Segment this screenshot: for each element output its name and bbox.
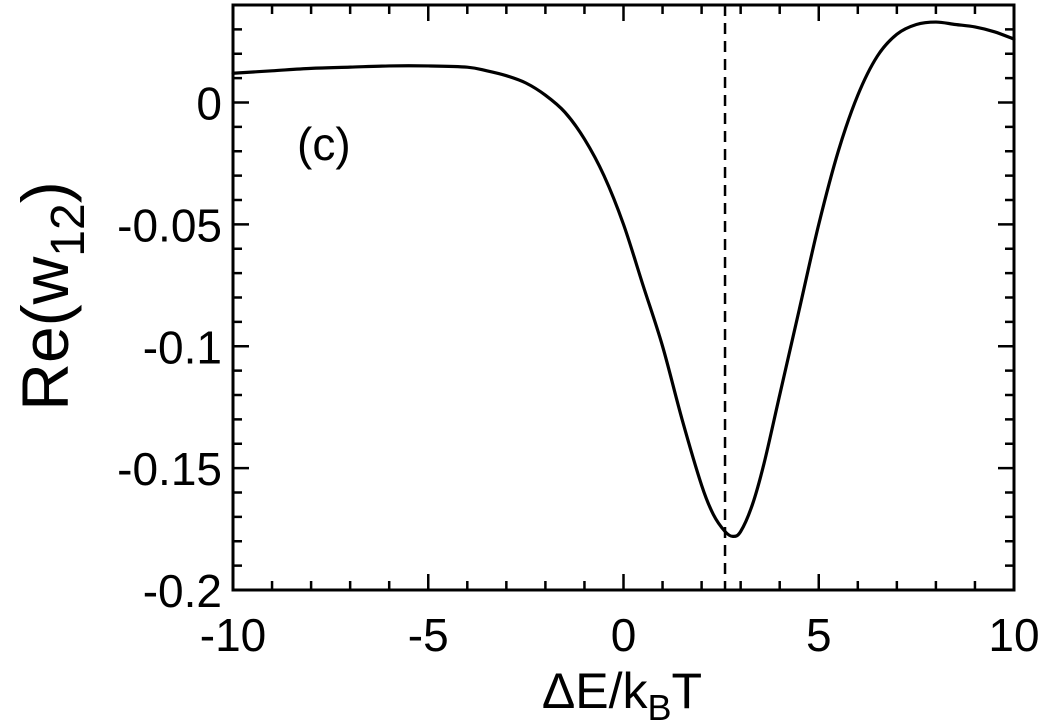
x-tick-label: -10: [200, 609, 266, 661]
plot-area: [231, 3, 1016, 592]
y-tick-label: 0: [196, 78, 222, 130]
x-axis-title: ΔE/kBT: [542, 663, 702, 722]
x-tick-label: 0: [611, 609, 637, 661]
x-axis-title-tail: T: [672, 663, 703, 719]
y-tick-label: -0.1: [143, 321, 222, 373]
series-line: [231, 20, 1016, 538]
y-axis-title-tail: ): [8, 181, 82, 203]
y-axis-title: Re(w12): [8, 181, 95, 410]
y-tick-label: -0.2: [143, 565, 222, 617]
panel-label: (c): [297, 118, 351, 170]
y-axis-tick-labels: -0.2 -0.15 -0.1 -0.05 0: [117, 78, 222, 618]
y-axis-title-subscript: 12: [42, 203, 95, 256]
y-axis-title-main: Re(w: [8, 256, 82, 410]
y-tick-label: -0.15: [117, 443, 222, 495]
x-axis-tick-labels: -10 -5 0 5 10: [200, 609, 1040, 661]
plot-frame: [231, 3, 1016, 592]
x-tick-label: -5: [408, 609, 449, 661]
x-axis-title-main: ΔE/k: [542, 663, 649, 719]
x-tick-label: 10: [988, 609, 1039, 661]
x-tick-label: 5: [806, 609, 832, 661]
x-axis-title-subscript: B: [648, 687, 672, 722]
y-axis-ticks: [233, 3, 1014, 592]
y-tick-label: -0.05: [117, 199, 222, 251]
x-axis-ticks: [231, 5, 1016, 590]
